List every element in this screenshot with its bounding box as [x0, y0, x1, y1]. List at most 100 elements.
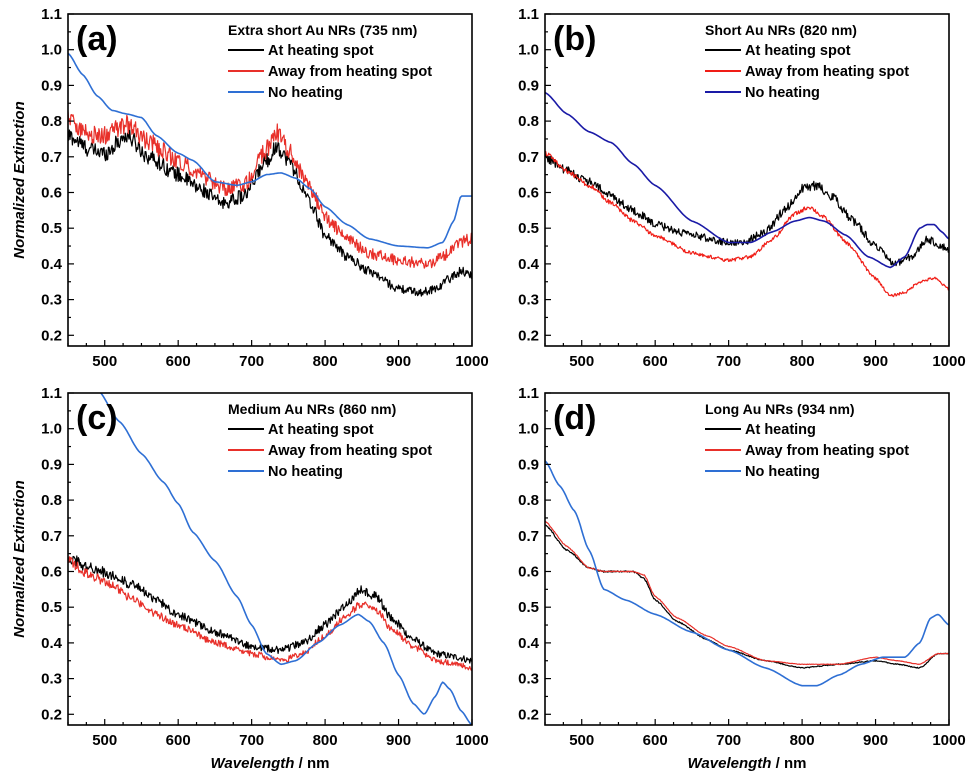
legend-title-d: Long Au NRs (934 nm): [705, 401, 855, 417]
y-tick-label-c: 1.1: [41, 385, 62, 402]
series-line-d-3: [545, 460, 949, 687]
series-line-b-1: [545, 153, 949, 267]
y-tick-label-a: 0.9: [41, 77, 62, 94]
x-tick-label-c: 1000: [455, 732, 488, 749]
x-tick-label-c: 600: [166, 732, 191, 749]
chart-panel-d: 500 600 700 800 900 1000 0.2 0.3 0.4 0.5 0.6 0.7 0.8…: [518, 385, 966, 749]
y-tick-label-c: 0.2: [41, 706, 62, 723]
legend-label-a-2: Away from heating spot: [268, 64, 432, 80]
x-tick-label-b: 500: [569, 353, 594, 370]
y-tick-label-b: 1.0: [518, 42, 539, 59]
legend-label-d-3: No heating: [745, 464, 820, 480]
series-line-c-1: [68, 555, 472, 664]
x-tick-label-c: 700: [239, 732, 264, 749]
legend-d: Long Au NRs (934 nm) At heating Away from …: [705, 401, 909, 480]
y-tick-label-b: 0.2: [518, 327, 539, 344]
series-line-c-3: [99, 393, 472, 725]
series-line-a-1: [68, 128, 472, 297]
y-tick-label-d: 0.2: [518, 706, 539, 723]
series-line-a-3: [68, 52, 472, 249]
y-tick-label-b: 0.4: [518, 256, 540, 273]
y-tick-label-a: 0.4: [41, 256, 63, 273]
y-tick-label-a: 0.7: [41, 149, 62, 166]
x-tick-label-d: 600: [643, 732, 668, 749]
series-line-a-2: [68, 111, 472, 269]
y-tick-label-d: 1.1: [518, 385, 539, 402]
x-tick-label-b: 700: [716, 353, 741, 370]
x-tick-label-c: 800: [313, 732, 338, 749]
legend-label-d-2: Away from heating spot: [745, 443, 909, 459]
y-tick-label-b: 0.7: [518, 149, 539, 166]
x-tick-label-b: 600: [643, 353, 668, 370]
x-tick-label-d: 1000: [932, 732, 965, 749]
legend-title-b: Short Au NRs (820 nm): [705, 22, 857, 38]
y-tick-label-a: 1.0: [41, 42, 62, 59]
x-tick-label-a: 800: [313, 353, 338, 370]
series-line-b-3: [545, 91, 949, 269]
y-tick-label-c: 0.3: [41, 671, 62, 688]
x-tick-label-d: 700: [716, 732, 741, 749]
x-axis-title-c: Wavelength / nm: [211, 755, 330, 772]
x-tick-label-b: 900: [863, 353, 888, 370]
legend-c: Medium Au NRs (860 nm) At heating spot Awa…: [228, 401, 432, 480]
legend-label-a-1: At heating spot: [268, 43, 374, 59]
y-tick-label-c: 0.4: [41, 635, 63, 652]
x-tick-label-a: 900: [386, 353, 411, 370]
y-tick-label-d: 0.6: [518, 563, 539, 580]
legend-a: Extra short Au NRs (735 nm) At heating sp…: [228, 22, 432, 101]
y-tick-label-c: 1.0: [41, 421, 62, 438]
x-tick-label-a: 1000: [455, 353, 488, 370]
y-tick-label-c: 0.7: [41, 528, 62, 545]
series-line-d-1: [545, 524, 949, 669]
legend-label-c-1: At heating spot: [268, 422, 374, 438]
y-tick-label-c: 0.8: [41, 492, 62, 509]
x-tick-label-c: 500: [92, 732, 117, 749]
series-group-c: [68, 393, 472, 725]
legend-title-a: Extra short Au NRs (735 nm): [228, 22, 417, 38]
series-line-d-2: [545, 521, 949, 666]
y-tick-label-a: 0.3: [41, 292, 62, 309]
y-axis-title-c: Normalized Extinction: [11, 480, 28, 638]
x-axis-title-d: Wavelength / nm: [688, 755, 807, 772]
series-line-b-2: [545, 150, 949, 298]
y-axis-title-a: Normalized Extinction: [11, 101, 28, 259]
x-tick-label-b: 800: [790, 353, 815, 370]
y-tick-label-a: 0.2: [41, 327, 62, 344]
y-tick-label-c: 0.9: [41, 456, 62, 473]
legend-label-c-2: Away from heating spot: [268, 443, 432, 459]
legend-label-d-1: At heating: [745, 422, 816, 438]
y-tick-label-c: 0.6: [41, 563, 62, 580]
y-tick-label-d: 0.9: [518, 456, 539, 473]
y-tick-label-c: 0.5: [41, 599, 62, 616]
y-tick-label-b: 0.9: [518, 77, 539, 94]
y-tick-label-b: 0.6: [518, 184, 539, 201]
chart-panel-a: 500 600 700 800 900 1000 0.2 0.3 0.4 0.5 0.6 0.7 0.8…: [41, 6, 489, 370]
x-tick-label-d: 900: [863, 732, 888, 749]
legend-label-b-2: Away from heating spot: [745, 64, 909, 80]
legend-b: Short Au NRs (820 nm) At heating spot Away…: [705, 22, 909, 101]
y-tick-label-b: 0.5: [518, 220, 539, 237]
panel-label-d: (d): [553, 399, 596, 437]
chart-panel-b: 500 600 700 800 900 1000 0.2 0.3 0.4 0.5 0.6 0.7 0.8…: [518, 6, 966, 370]
chart-panel-c: 500 600 700 800 900 1000 0.2 0.3 0.4 0.5 0.6 0.7 0.8…: [41, 385, 489, 749]
panel-label-a: (a): [76, 20, 118, 58]
y-tick-label-a: 0.6: [41, 184, 62, 201]
x-tick-label-a: 700: [239, 353, 264, 370]
x-tick-label-a: 600: [166, 353, 191, 370]
y-tick-label-d: 0.7: [518, 528, 539, 545]
x-tick-label-c: 900: [386, 732, 411, 749]
legend-title-c: Medium Au NRs (860 nm): [228, 401, 396, 417]
series-line-c-2: [68, 556, 472, 671]
legend-label-c-3: No heating: [268, 464, 343, 480]
panel-label-b: (b): [553, 20, 596, 58]
x-tick-label-a: 500: [92, 353, 117, 370]
y-tick-label-d: 0.5: [518, 599, 539, 616]
y-tick-label-b: 1.1: [518, 6, 539, 23]
y-tick-label-d: 1.0: [518, 421, 539, 438]
x-tick-label-b: 1000: [932, 353, 965, 370]
panel-label-c: (c): [76, 399, 118, 437]
series-group-d: [545, 460, 949, 687]
y-tick-label-d: 0.4: [518, 635, 540, 652]
y-tick-label-a: 0.8: [41, 113, 62, 130]
